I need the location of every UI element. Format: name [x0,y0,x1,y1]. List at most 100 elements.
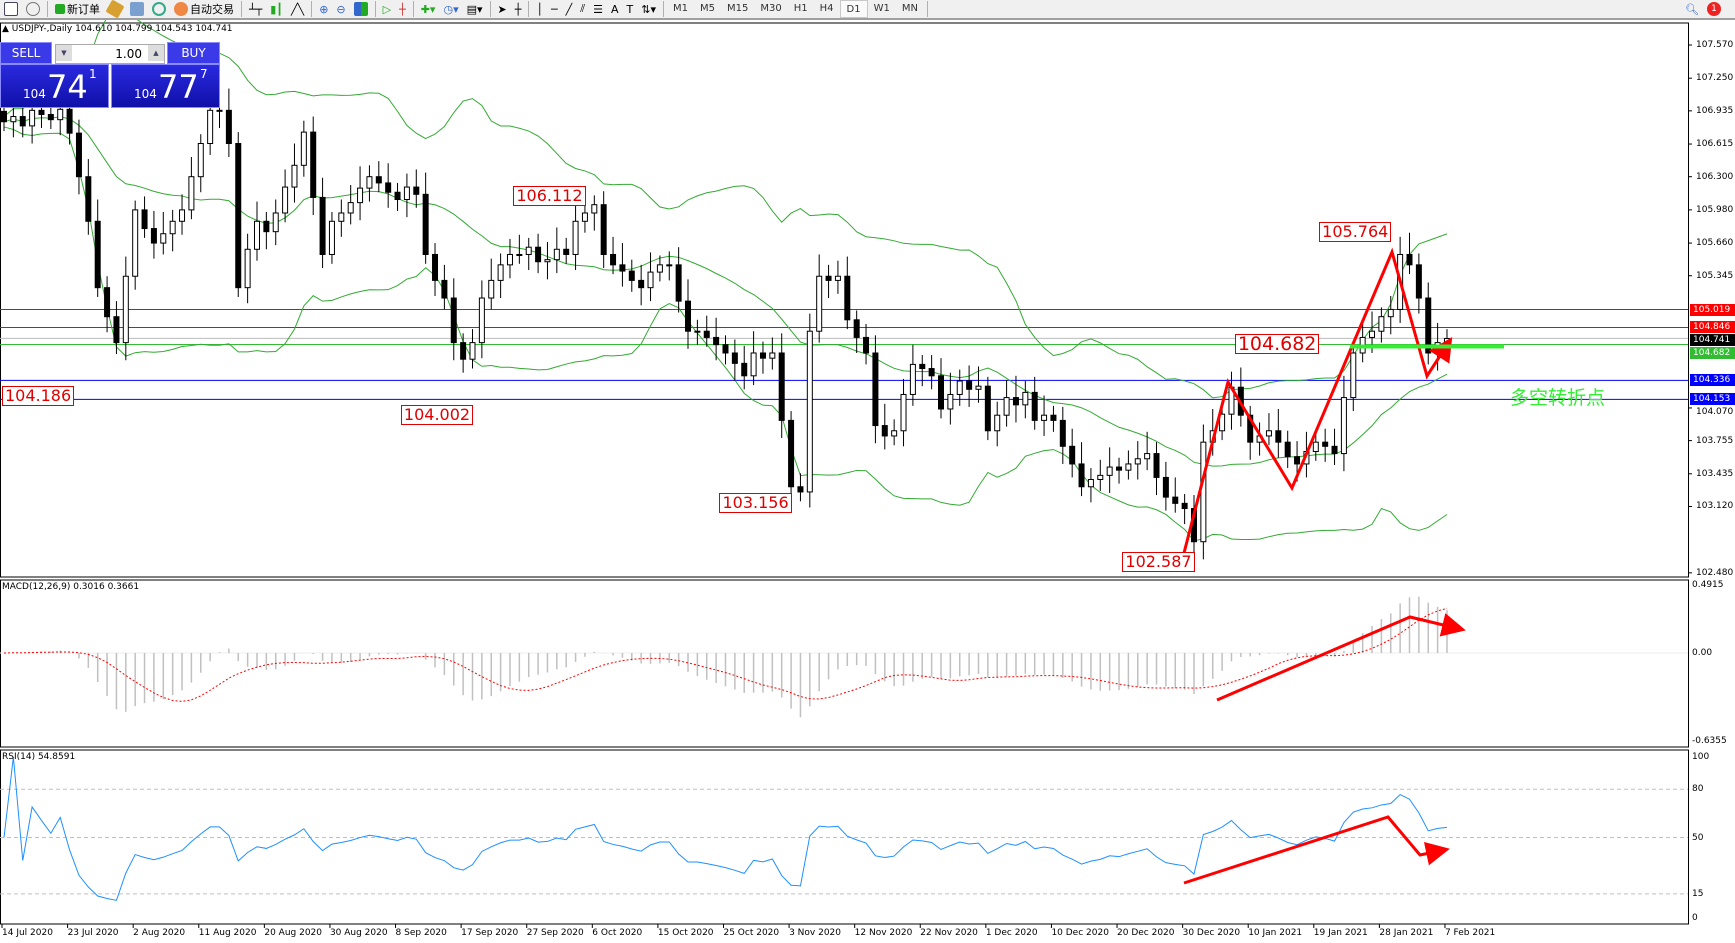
cursor-button[interactable]: ➤ [494,0,511,18]
navigator-button[interactable] [126,0,148,18]
tile-icon [353,2,368,16]
candle [282,186,289,214]
templates-button[interactable]: ▤▾ [463,0,487,18]
zoom-chart-button[interactable] [22,0,44,18]
price-axis-label: 103.435 [1696,468,1734,479]
price-axis-label: 105.980 [1696,204,1734,215]
timeframe-d1[interactable]: D1 [839,0,868,18]
buy-price-pips: 77 [158,68,199,106]
timeframe-h4[interactable]: H4 [819,3,834,14]
line-chart-button[interactable]: ╱╲ [287,0,308,18]
lot-size-input[interactable]: 1.00 [55,44,165,64]
price-axis-label: 103.120 [1696,501,1734,512]
candle [666,264,673,267]
date-axis-label: 30 Dec 2020 [1182,928,1241,938]
price-label[interactable]: 102.587 [1122,551,1195,572]
metaeditor-button[interactable] [104,0,126,19]
candle [1059,419,1066,447]
auto-trading-button[interactable]: 自动交易 [170,0,238,18]
candle [57,108,64,121]
rsi-axis-label: 15 [1692,888,1704,899]
trendline-button[interactable]: ╱ [562,0,577,18]
new-chart-button[interactable] [0,0,22,18]
zoom-in-button[interactable]: ⊕ [315,0,332,18]
timeframe-m5[interactable]: M5 [700,3,716,14]
sell-price-prefix: 104 [23,87,46,101]
candle [85,176,92,222]
bar-chart-button[interactable]: ┴┬ [245,0,266,18]
candle [1219,413,1226,432]
price-label[interactable]: 103.156 [719,492,792,513]
price-label[interactable]: 104.002 [400,405,474,425]
toolbar-separator [528,1,530,17]
candle [788,419,795,488]
candle [366,176,373,189]
chart-area[interactable] [0,20,1735,943]
sell-button[interactable]: SELL [0,42,52,64]
buy-button[interactable]: BUY [167,42,220,64]
timeframe-m15[interactable]: M15 [727,3,749,14]
crosshair-button[interactable]: ┼ [511,0,526,18]
candle [1172,496,1179,504]
sell-price[interactable]: 104 74 1 [0,64,109,108]
lot-decrease-button[interactable]: ▼ [56,45,72,61]
price-label[interactable]: 104.682 [1234,334,1320,355]
signals-button[interactable] [148,0,170,18]
timeframe-h1[interactable]: H1 [793,3,808,14]
search-button[interactable]: 🔍︎ [1681,0,1703,18]
price-axis-label: 104.070 [1696,407,1734,418]
chart-shift-button[interactable]: ┼ [395,0,410,18]
candle [722,344,729,354]
candle [535,246,542,263]
price-label[interactable]: 105.764 [1319,222,1392,243]
new-order-button[interactable]: 新订单 [51,0,104,18]
candle [872,352,879,427]
zoom-out-button[interactable]: ⊖ [332,0,349,18]
notifications-button[interactable]: 1 [1703,0,1725,18]
candle [563,248,570,255]
lot-increase-button[interactable]: ▲ [148,45,164,61]
pivot-note[interactable]: 多空转折点 [1510,387,1606,409]
candlestick-icon: ▮┃ [270,2,283,16]
bollinger-lower [3,126,1448,542]
price-label[interactable]: 106.112 [513,186,586,207]
candle [94,220,101,289]
date-axis-label: 19 Jan 2021 [1313,928,1368,938]
arrows-button[interactable]: ⇅▾ [637,0,660,18]
candle [1275,430,1282,443]
template-icon: ▤▾ [466,2,483,16]
timeframe-m30[interactable]: M30 [760,3,782,14]
candle [797,486,804,493]
fibonacci-button[interactable]: ☰ [589,0,607,18]
horizontal-line-button[interactable]: ─ [547,0,562,18]
crosshair-icon: ┼ [514,2,522,16]
periods-button[interactable]: ◷▾ [439,0,462,18]
channel-button[interactable]: ⫽ [576,0,589,18]
autoscroll-icon: ▷ [382,2,392,16]
buy-price[interactable]: 104 77 7 [111,64,220,108]
timeframe-mn[interactable]: MN [901,3,918,14]
candle [1078,463,1085,488]
tile-windows-button[interactable] [350,0,372,18]
hline-price-tag: 105.019 [1690,303,1735,316]
vertical-line-button[interactable]: │ [532,0,547,18]
date-axis-label: 8 Sep 2020 [395,928,447,938]
candle [272,212,279,233]
candle [975,385,982,390]
text-label-button[interactable]: T [623,0,638,18]
timeframe-w1[interactable]: W1 [873,3,890,14]
rsi-axis-label: 80 [1692,784,1704,795]
price-label[interactable]: 104.186 [2,385,75,406]
candle [544,259,551,263]
candle [600,204,607,255]
timeframe-m1[interactable]: M1 [673,3,689,14]
text-button[interactable]: A [607,0,623,18]
indicators-button[interactable]: ✚▾ [417,0,440,18]
candle-chart-button[interactable]: ▮┃ [266,0,287,18]
text-icon: A [611,2,619,16]
candle [806,330,813,493]
candle [169,220,176,235]
autoscroll-button[interactable]: ▷ [379,0,395,18]
candle [1041,414,1048,421]
bar-chart-icon: ┴┬ [249,2,263,16]
